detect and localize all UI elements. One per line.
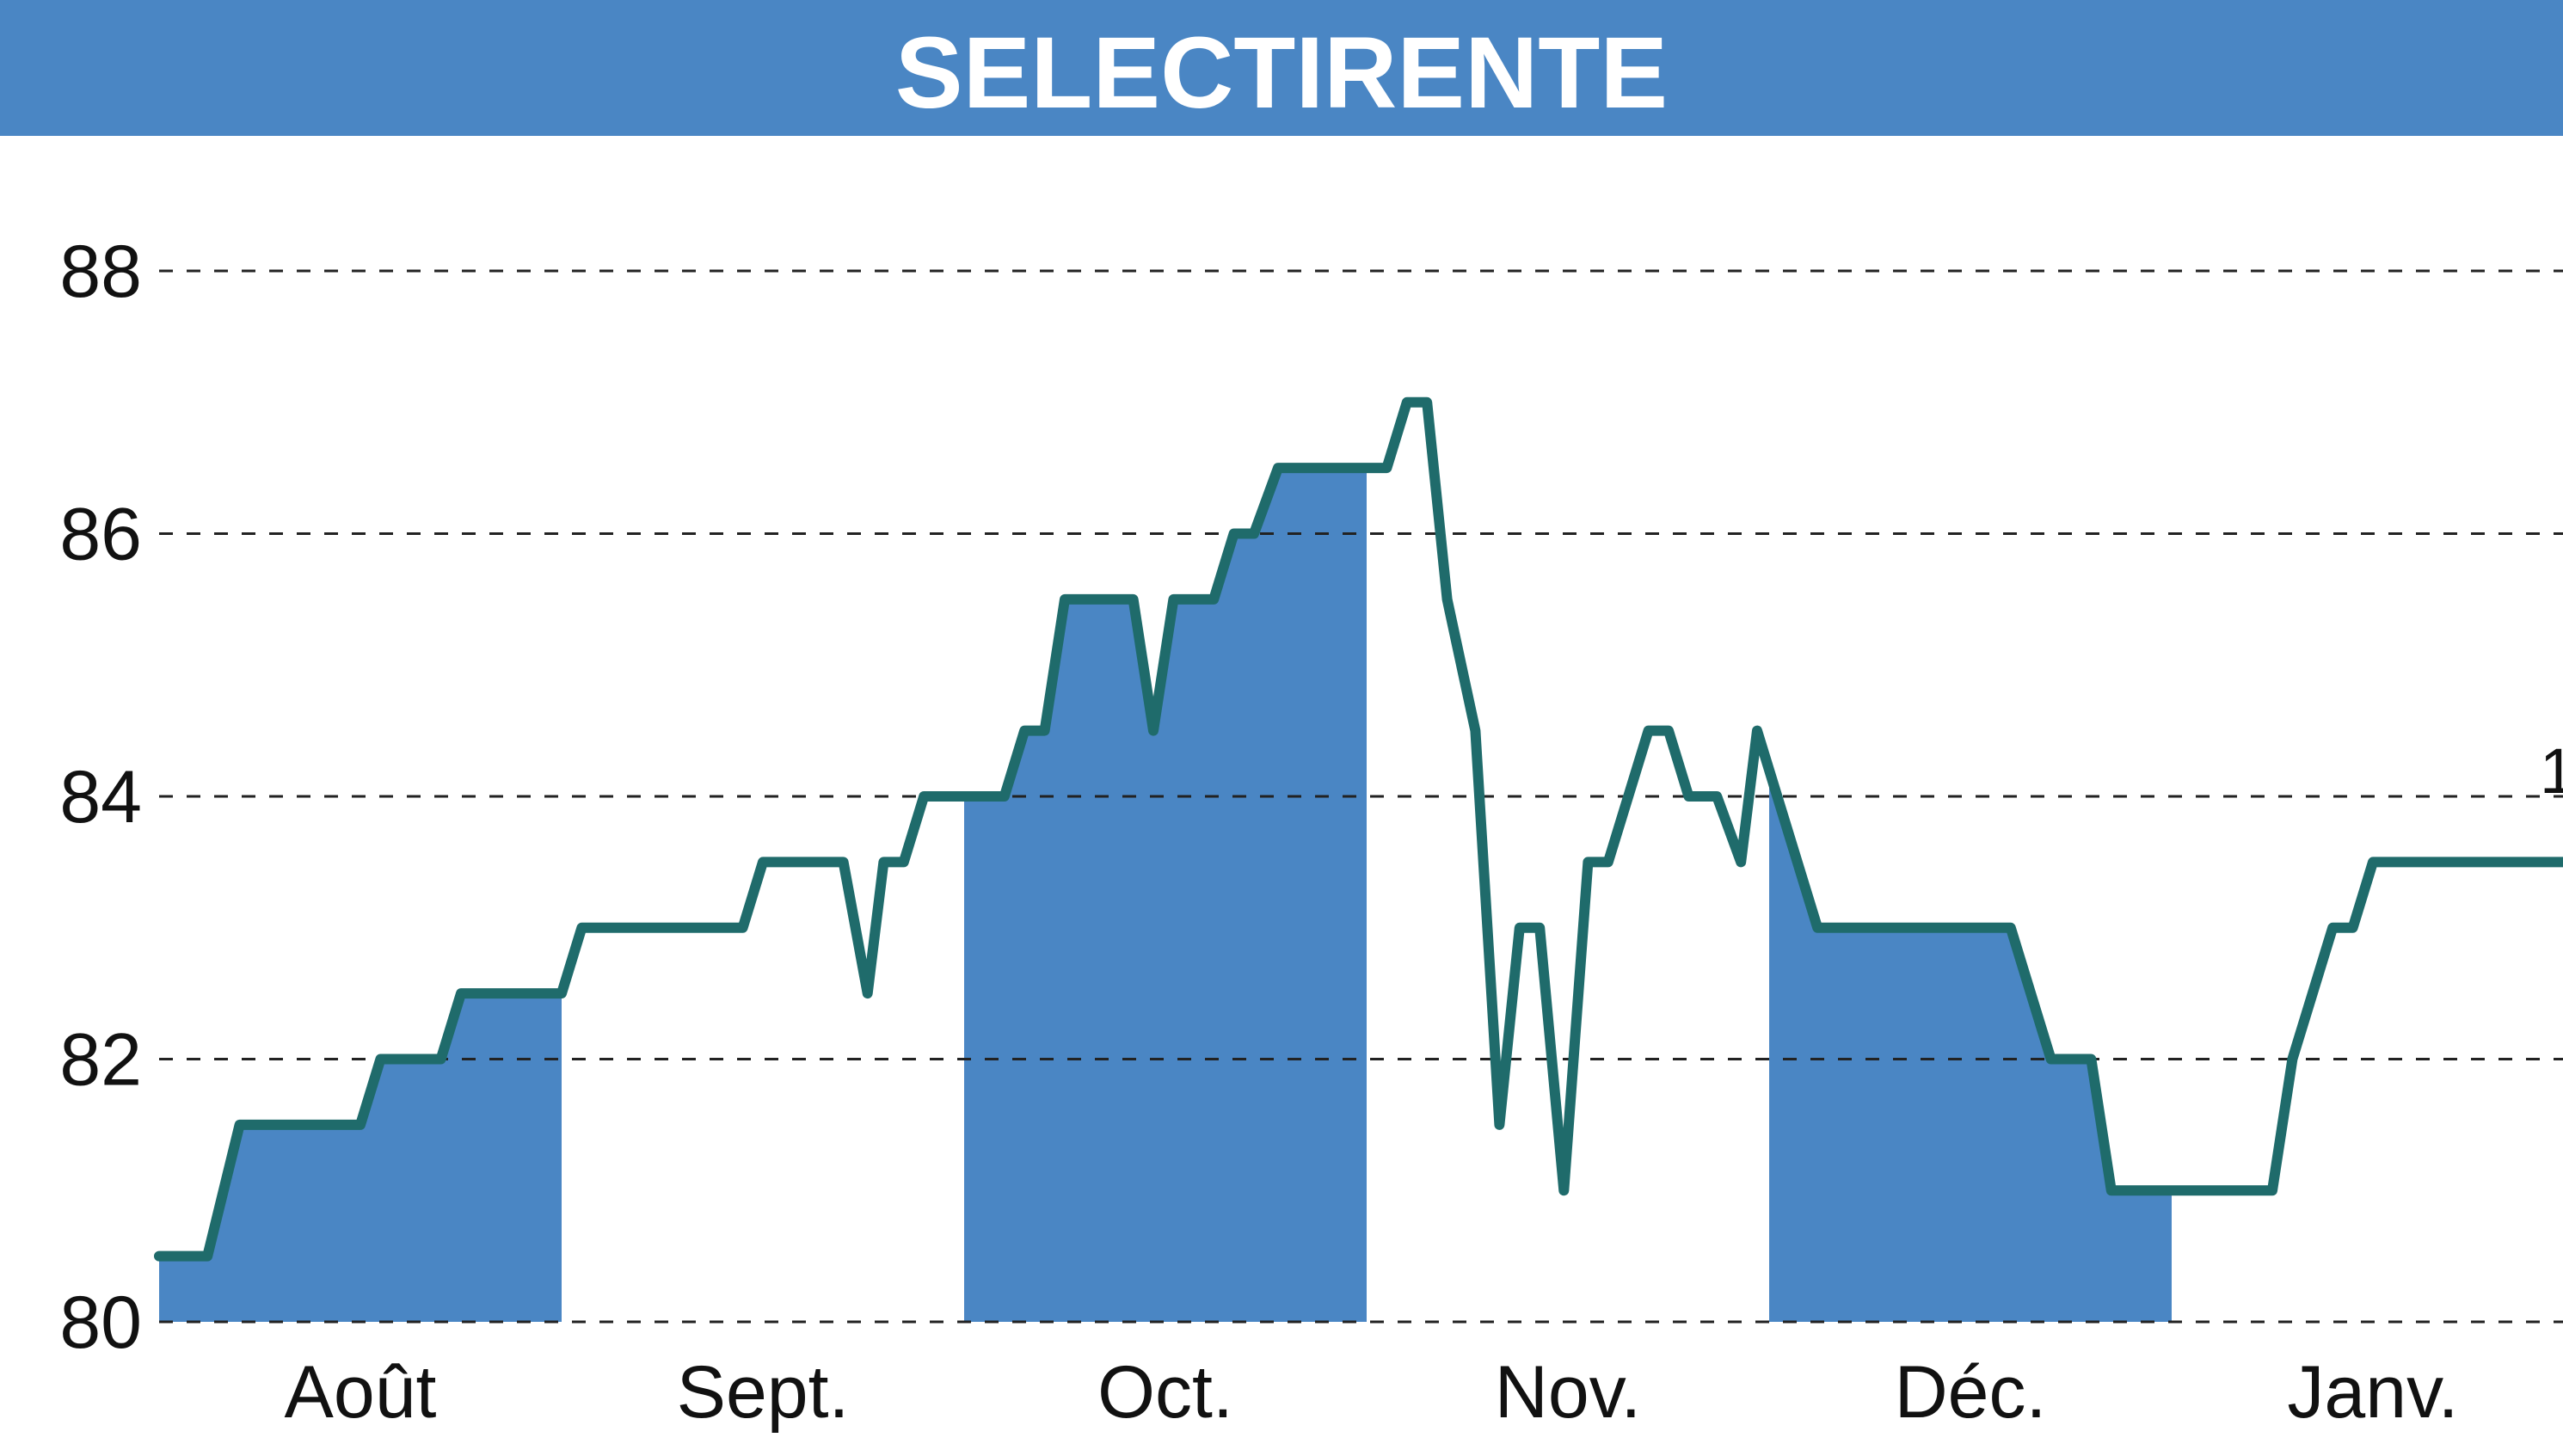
price-series: [154, 396, 2563, 1262]
shaded-month-area-1: [964, 468, 1367, 1322]
y-tick-label-2: 84: [59, 756, 142, 839]
chart-title: SELECTIRENTE: [895, 16, 1668, 130]
x-tick-label-2: Oct.: [1097, 1351, 1233, 1434]
y-axis-ticks: 80 82 84 86 88: [59, 230, 142, 1364]
x-tick-label-5: Janv.: [2287, 1351, 2458, 1434]
shaded-month-area-2: [1769, 770, 2172, 1322]
x-tick-label-3: Nov.: [1495, 1351, 1641, 1434]
y-tick-label-4: 88: [59, 230, 142, 313]
last-date-label: 11/02: [2540, 735, 2563, 807]
x-tick-label-0: Août: [285, 1351, 437, 1434]
title-bar: [0, 0, 2563, 136]
y-tick-label-1: 82: [59, 1019, 142, 1102]
last-value-annotation: 8211/02: [2540, 735, 2563, 807]
shaded-month-area-0: [159, 993, 562, 1322]
y-tick-label-3: 86: [59, 494, 142, 576]
x-tick-label-1: Sept.: [677, 1351, 850, 1434]
month-shading: [159, 468, 2172, 1322]
y-tick-label-0: 80: [59, 1281, 142, 1364]
x-tick-label-4: Déc.: [1895, 1351, 2047, 1434]
price-line: [154, 396, 2563, 1262]
